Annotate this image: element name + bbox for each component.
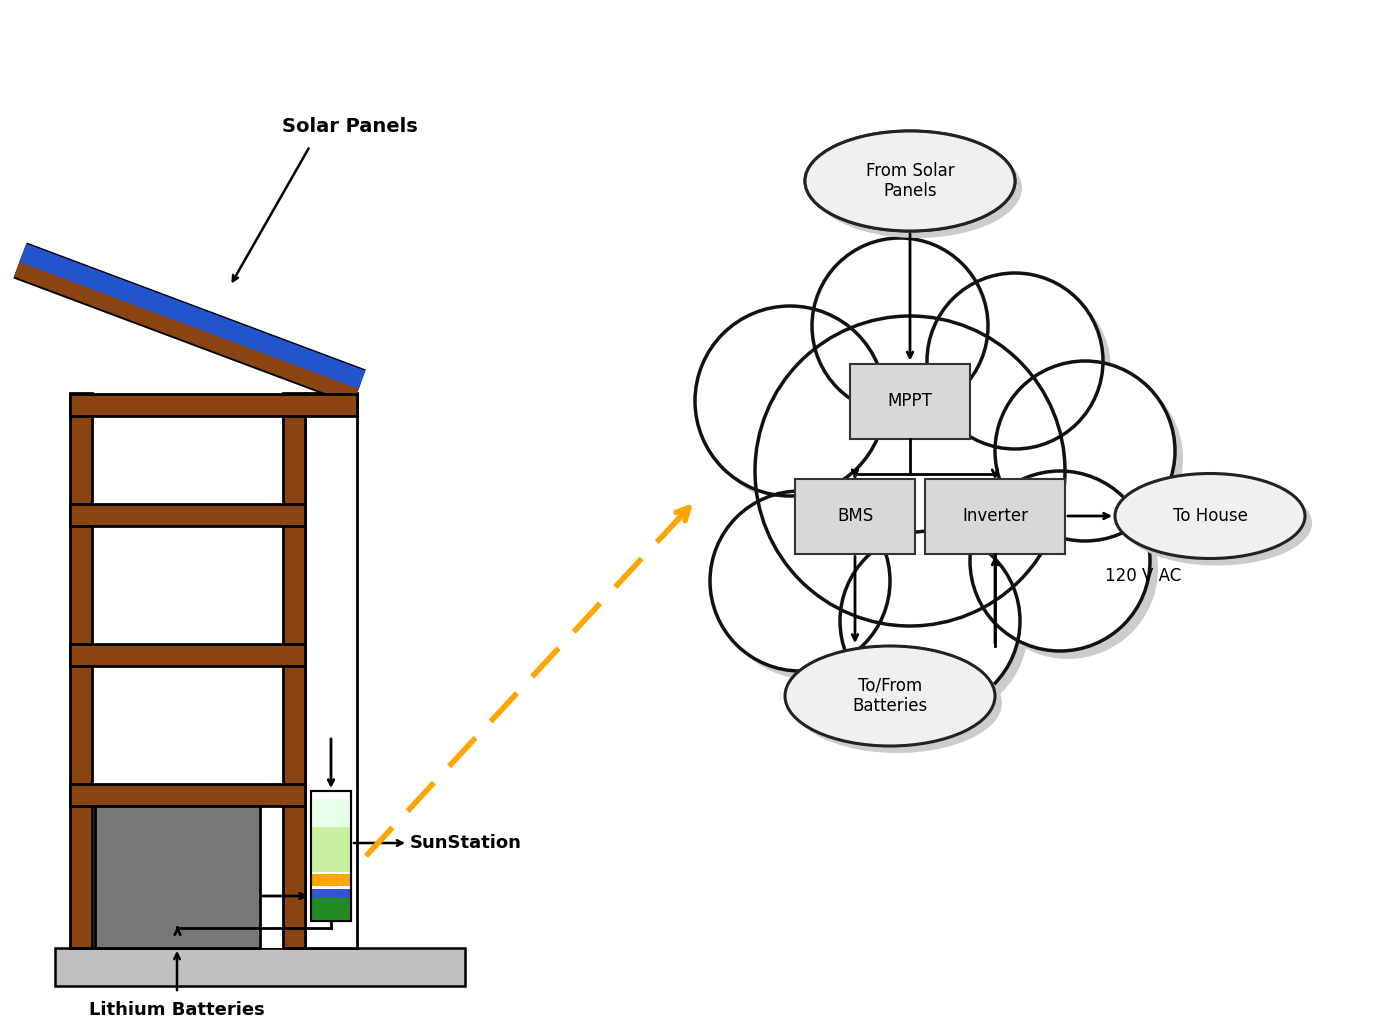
FancyBboxPatch shape <box>55 947 465 986</box>
FancyBboxPatch shape <box>925 478 1065 554</box>
FancyBboxPatch shape <box>311 898 351 921</box>
Circle shape <box>935 281 1111 457</box>
FancyBboxPatch shape <box>311 799 351 828</box>
FancyBboxPatch shape <box>86 393 306 947</box>
FancyBboxPatch shape <box>311 800 351 871</box>
FancyBboxPatch shape <box>306 393 357 947</box>
Circle shape <box>812 238 987 414</box>
Circle shape <box>978 479 1158 659</box>
FancyBboxPatch shape <box>71 644 306 666</box>
Circle shape <box>696 306 885 496</box>
Text: From Solar
Panels: From Solar Panels <box>866 162 954 200</box>
Ellipse shape <box>1122 480 1312 565</box>
Circle shape <box>707 318 874 485</box>
FancyBboxPatch shape <box>95 786 260 947</box>
Ellipse shape <box>1115 473 1306 559</box>
FancyBboxPatch shape <box>795 478 916 554</box>
Ellipse shape <box>805 131 1015 231</box>
Circle shape <box>703 314 893 504</box>
FancyBboxPatch shape <box>311 874 351 886</box>
Circle shape <box>773 335 1047 607</box>
Ellipse shape <box>805 131 1015 231</box>
Circle shape <box>721 502 880 660</box>
Circle shape <box>927 273 1104 448</box>
Text: BMS: BMS <box>837 507 873 525</box>
FancyBboxPatch shape <box>71 504 306 526</box>
Circle shape <box>1003 369 1182 548</box>
Circle shape <box>938 284 1093 438</box>
Ellipse shape <box>786 646 994 746</box>
Text: To/From
Batteries: To/From Batteries <box>852 676 928 716</box>
Text: Inverter: Inverter <box>963 507 1028 525</box>
FancyBboxPatch shape <box>311 889 351 898</box>
Circle shape <box>969 471 1151 651</box>
FancyBboxPatch shape <box>851 364 969 438</box>
FancyBboxPatch shape <box>71 784 306 806</box>
Text: Solar Panels: Solar Panels <box>282 117 418 136</box>
Text: SunStation: SunStation <box>409 834 521 852</box>
Circle shape <box>981 481 1140 640</box>
Circle shape <box>820 246 996 422</box>
Circle shape <box>718 499 898 679</box>
FancyBboxPatch shape <box>71 393 93 947</box>
Circle shape <box>848 539 1028 719</box>
Circle shape <box>763 324 1073 634</box>
Ellipse shape <box>792 653 1003 753</box>
Ellipse shape <box>812 138 1022 238</box>
Circle shape <box>851 542 1010 700</box>
FancyBboxPatch shape <box>311 791 351 921</box>
Circle shape <box>839 531 1021 711</box>
FancyBboxPatch shape <box>71 394 357 415</box>
Text: 120 V AC: 120 V AC <box>1105 567 1181 585</box>
Text: MPPT: MPPT <box>888 392 932 410</box>
Circle shape <box>1005 372 1164 530</box>
Circle shape <box>994 361 1176 541</box>
FancyBboxPatch shape <box>284 393 306 947</box>
Text: To House: To House <box>1173 507 1247 525</box>
Circle shape <box>823 248 978 403</box>
Circle shape <box>709 491 891 671</box>
Text: Lithium Batteries: Lithium Batteries <box>89 1001 266 1019</box>
Circle shape <box>755 315 1065 626</box>
